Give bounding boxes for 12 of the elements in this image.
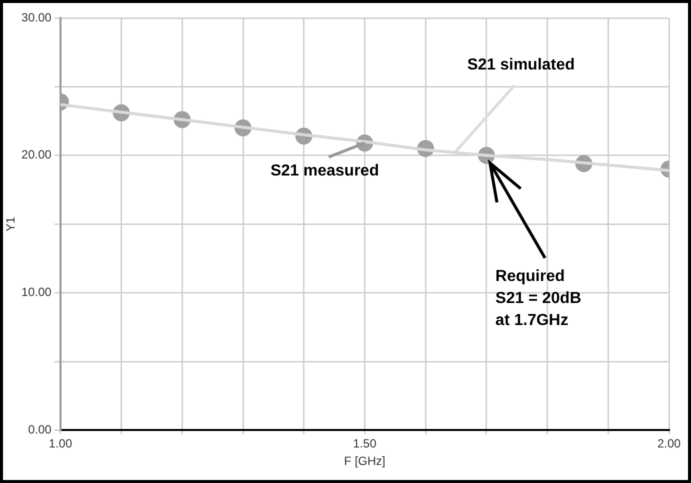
y-axis-title: Y1 <box>4 216 18 232</box>
y-tick-label: 20.00 <box>21 148 52 162</box>
y-tick-label: 0.00 <box>28 422 52 437</box>
y-tick-label: 10.00 <box>21 285 52 300</box>
annotation: Required S21 = 20dB at 1.7GHz <box>495 268 582 329</box>
annotation: S21 measured <box>270 162 379 180</box>
x-tick-label: 1.00 <box>48 436 72 451</box>
x-tick-label: 2.00 <box>657 436 681 451</box>
x-tick-label: 1.50 <box>353 436 377 451</box>
annotation: S21 simulated <box>467 56 575 74</box>
x-axis-title: F [GHz] <box>344 454 386 468</box>
y-tick-label: 30.00 <box>21 10 52 24</box>
